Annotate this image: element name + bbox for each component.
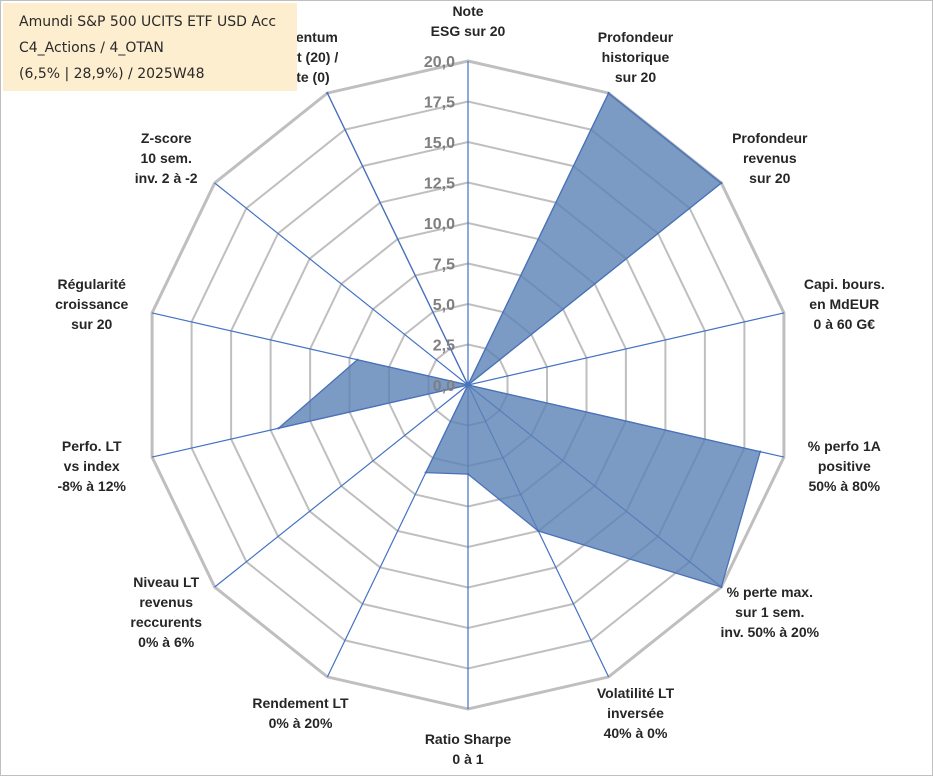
axis-label-line: Volatilité LT bbox=[597, 685, 675, 701]
axis-label-line: Ratio Sharpe bbox=[425, 731, 512, 747]
fund-category: C4_Actions / 4_OTAN bbox=[19, 40, 164, 56]
axis-label-line: revenus bbox=[139, 594, 193, 610]
axis-label-line: positive bbox=[818, 458, 871, 474]
radar-series bbox=[277, 91, 762, 589]
axis-label-line: inversée bbox=[607, 705, 664, 721]
series-area-1 bbox=[277, 92, 761, 588]
data-point-2 bbox=[607, 91, 610, 95]
tick-label: 7,5 bbox=[433, 257, 455, 274]
axis-label-line: sur 20 bbox=[749, 170, 790, 186]
tick-label: 2,5 bbox=[433, 338, 455, 355]
axis-label-line: 40% à 0% bbox=[604, 725, 668, 741]
fund-info-box: Amundi S&P 500 UCITS ETF USD Acc C4_Acti… bbox=[3, 3, 297, 91]
axis-label-line: reccurents bbox=[130, 614, 202, 630]
axis-label-line: Niveau LT bbox=[133, 574, 199, 590]
data-point-12 bbox=[356, 358, 359, 361]
axis-label-line: % perfo 1A bbox=[808, 438, 881, 454]
spoke-10 bbox=[214, 384, 469, 588]
axis-labels: Note ESG sur 20 Profondeur historique sur 20… bbox=[55, 3, 885, 767]
axis-label-6: % perte max. sur 1 sem. inv. 50% à 20% bbox=[721, 584, 820, 640]
axis-label-line: Profondeur bbox=[732, 130, 808, 146]
spoke-4 bbox=[467, 312, 785, 386]
axis-label-line: en MdEUR bbox=[809, 296, 879, 312]
axis-label-line: Note bbox=[452, 3, 483, 19]
axis-label-line: Capi. bours. bbox=[804, 276, 885, 292]
axis-label-line: Perfo. LT bbox=[62, 438, 122, 454]
axis-label-line: Rendement LT bbox=[252, 695, 349, 711]
axis-label-line: -8% à 12% bbox=[57, 478, 126, 494]
axis-label-line: 0 à 60 G€ bbox=[814, 316, 876, 332]
data-point-9 bbox=[424, 471, 427, 474]
spoke-13 bbox=[214, 182, 469, 386]
data-point-5 bbox=[759, 450, 762, 453]
tick-label: 12,5 bbox=[424, 176, 455, 193]
data-point-6 bbox=[720, 585, 723, 589]
axis-label-line: croissance bbox=[55, 296, 128, 312]
axis-label-line: 0 à 1 bbox=[452, 751, 483, 767]
axis-label-line: Profondeur bbox=[598, 29, 674, 45]
axis-label-line: sur 20 bbox=[71, 316, 112, 332]
axis-label-line: vs index bbox=[64, 458, 120, 474]
axis-label-7: Volatilité LT inversée 40% à 0% bbox=[597, 685, 675, 741]
axis-label-line: Z-score bbox=[141, 130, 192, 146]
tick-label: 15,0 bbox=[424, 135, 455, 152]
axis-label-line: 0% à 6% bbox=[138, 634, 195, 650]
data-point-11 bbox=[277, 427, 280, 430]
axis-label-8: Ratio Sharpe 0 à 1 bbox=[425, 731, 512, 767]
axis-label-9: Rendement LT 0% à 20% bbox=[252, 695, 349, 731]
tick-label: 17,5 bbox=[424, 95, 455, 112]
axis-label-line: inv. 50% à 20% bbox=[721, 624, 820, 640]
axis-label-line: ESG sur 20 bbox=[431, 23, 506, 39]
tick-label: 5,0 bbox=[433, 297, 455, 314]
axis-label-line: Régularité bbox=[57, 276, 126, 292]
axis-label-line: historique bbox=[602, 49, 670, 65]
axis-label-12: Régularité croissance sur 20 bbox=[55, 276, 128, 332]
tick-label: 20,0 bbox=[424, 54, 455, 71]
radial-tick-labels: 0,0 2,5 5,0 7,5 10,0 12,5 15,0 17,5 20,0 bbox=[424, 54, 455, 395]
axis-label-line: 0% à 20% bbox=[269, 715, 333, 731]
axis-label-line: 10 sem. bbox=[141, 150, 192, 166]
axis-label-1: Note ESG sur 20 bbox=[431, 3, 506, 39]
data-point-13 bbox=[466, 383, 470, 387]
axis-label-11: Perfo. LT vs index -8% à 12% bbox=[57, 438, 126, 494]
axis-label-4: Capi. bours. en MdEUR 0 à 60 G€ bbox=[804, 276, 885, 332]
axis-label-2: Profondeur historique sur 20 bbox=[598, 29, 674, 85]
axis-label-line: inv. 2 à -2 bbox=[135, 170, 198, 186]
fund-name: Amundi S&P 500 UCITS ETF USD Acc bbox=[19, 14, 277, 30]
axis-label-line: sur 20 bbox=[615, 69, 656, 85]
axis-label-line: revenus bbox=[743, 150, 797, 166]
axis-label-line: % perte max. bbox=[727, 584, 813, 600]
tick-label: 0,0 bbox=[433, 378, 455, 395]
axis-label-13: Z-score 10 sem. inv. 2 à -2 bbox=[135, 130, 198, 186]
axis-label-line: sur 1 sem. bbox=[735, 604, 804, 620]
fund-stats: (6,5% | 28,9%) / 2025W48 bbox=[19, 66, 205, 82]
axis-label-line: 50% à 80% bbox=[808, 478, 880, 494]
axis-label-5: % perfo 1A positive 50% à 80% bbox=[808, 438, 881, 494]
axis-label-3: Profondeur revenus sur 20 bbox=[732, 130, 808, 186]
tick-label: 10,0 bbox=[424, 216, 455, 233]
axis-label-10: Niveau LT revenus reccurents 0% à 6% bbox=[130, 574, 202, 650]
data-point-14 bbox=[326, 91, 329, 95]
data-point-8 bbox=[466, 472, 470, 476]
data-point-7 bbox=[537, 529, 540, 533]
data-point-3 bbox=[720, 181, 723, 185]
